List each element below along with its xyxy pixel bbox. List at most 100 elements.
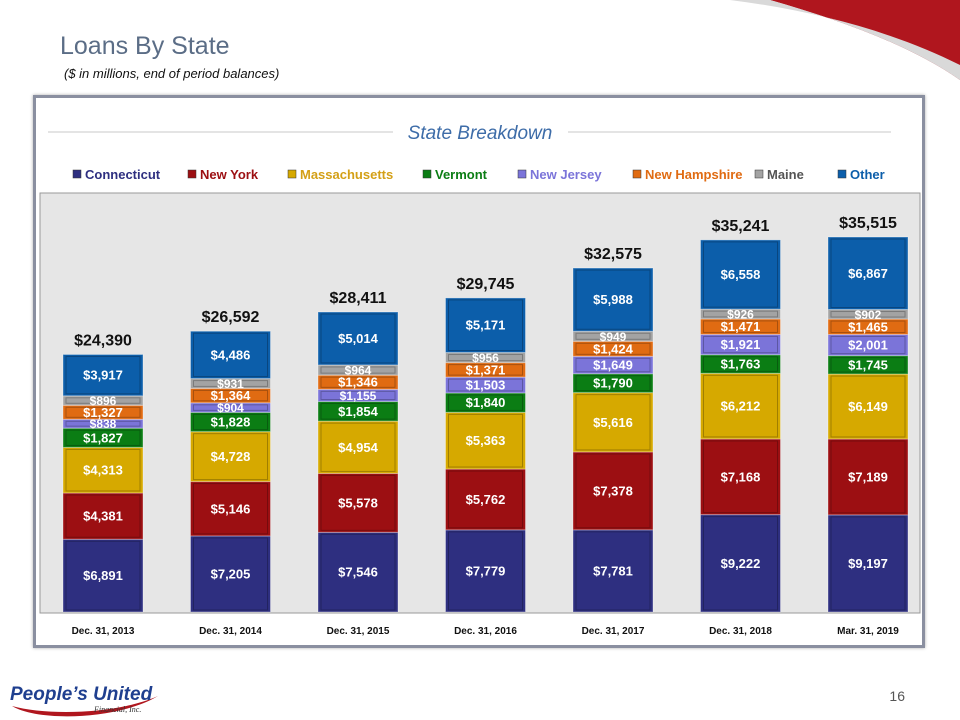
legend-swatch: [754, 169, 764, 179]
bar-bevel: [320, 366, 396, 374]
data-label: $6,149: [848, 399, 888, 414]
page-subtitle: ($ in millions, end of period balances): [64, 66, 280, 81]
data-label: $5,988: [593, 292, 633, 307]
total-label: $24,390: [74, 332, 132, 349]
bar-bevel: [575, 357, 651, 373]
bar-bevel: [448, 531, 523, 611]
bar-segment: [317, 311, 399, 366]
data-label: $5,171: [466, 318, 506, 333]
bar-bevel: [193, 332, 268, 378]
page-title: Loans By State: [60, 32, 230, 60]
bar-segment: [827, 438, 909, 516]
bar-bevel: [575, 453, 651, 529]
data-label: $9,197: [848, 556, 888, 571]
svg-text:People’s United: People’s United: [10, 684, 153, 705]
legend-swatch: [287, 169, 297, 179]
bar-segment: [445, 411, 526, 470]
bar-segment: [62, 353, 144, 397]
bar-bevel: [830, 357, 906, 373]
legend-label: Connecticut: [85, 167, 161, 182]
bar-bevel: [320, 376, 396, 388]
x-tick-label: Dec. 31, 2013: [72, 626, 135, 637]
data-label: $7,168: [721, 469, 761, 484]
page-number: 16: [889, 688, 905, 704]
bar-bevel: [448, 394, 523, 411]
bar-bevel: [320, 313, 396, 364]
bar-bevel: [193, 380, 268, 387]
data-label: $838: [90, 417, 117, 431]
data-label: $1,649: [593, 358, 633, 373]
data-label: $1,364: [211, 388, 252, 403]
legend-swatch: [632, 169, 642, 179]
data-label: $1,346: [338, 375, 378, 390]
bar-bevel: [703, 516, 778, 611]
bar-segment: [827, 373, 909, 440]
bar-bevel: [448, 378, 523, 392]
total-label: $28,411: [330, 290, 387, 307]
data-label: $5,146: [211, 501, 251, 516]
bar-bevel: [830, 320, 906, 334]
data-label: $902: [855, 308, 882, 322]
bar-bevel: [65, 355, 141, 395]
data-label: $904: [217, 401, 244, 415]
bar-bevel: [830, 336, 906, 355]
stacked-bar-chart: State Breakdown Connecticut New York Massac…: [39, 123, 921, 637]
bar-bevel: [575, 375, 651, 392]
bar-segment: [190, 535, 271, 613]
bar-segment: [62, 538, 144, 613]
bar-segment: [572, 392, 654, 453]
data-label: $5,363: [466, 433, 506, 448]
total-label: $35,515: [839, 215, 897, 232]
data-label: $1,745: [848, 357, 888, 372]
bar-bevel: [193, 413, 268, 431]
bar-bevel: [575, 531, 651, 611]
x-tick-label: Dec. 31, 2015: [327, 626, 390, 637]
bar-bevel: [703, 310, 778, 318]
x-tick-label: Dec. 31, 2018: [709, 626, 772, 637]
data-label: $1,155: [340, 389, 377, 403]
bar-segment: [827, 514, 909, 613]
bar-segment: [190, 330, 271, 380]
bar-bevel: [193, 389, 268, 402]
bar-segment: [445, 529, 526, 613]
svg-text:Financial, Inc.: Financial, Inc.: [93, 705, 141, 714]
bar-segment: [827, 236, 909, 311]
data-label: $1,471: [721, 319, 761, 334]
total-label: $26,592: [202, 309, 260, 326]
data-label: $1,503: [466, 378, 506, 393]
data-label: $6,867: [848, 266, 888, 281]
bar-segment: [700, 372, 781, 440]
data-label: $2,001: [848, 338, 888, 353]
bar-bevel: [575, 342, 651, 355]
bar-bevel: [65, 448, 141, 492]
legend-label: Other: [850, 167, 885, 182]
legend-swatch: [837, 169, 847, 179]
data-label: $5,616: [593, 415, 633, 430]
x-tick-label: Dec. 31, 2016: [454, 626, 517, 637]
bar-bevel: [65, 429, 141, 446]
data-label: $1,371: [466, 362, 506, 377]
legend-label: Massachusetts: [300, 167, 393, 182]
chart-title: State Breakdown: [408, 123, 553, 144]
bar-segment: [445, 297, 526, 354]
bar-bevel: [830, 440, 906, 514]
bar-segment: [572, 529, 654, 613]
data-label: $1,465: [848, 319, 888, 334]
x-tick-label: Dec. 31, 2014: [199, 626, 262, 637]
data-label: $1,763: [721, 357, 761, 372]
legend-swatch: [517, 169, 527, 179]
bar-bevel: [830, 238, 906, 309]
bar-bevel: [703, 374, 778, 438]
legend-label: Maine: [767, 167, 804, 182]
bar-bevel: [320, 403, 396, 420]
bar-segment: [62, 446, 144, 494]
bar-bevel: [448, 470, 523, 529]
bar-segment: [62, 395, 144, 406]
bar-bevel: [193, 483, 268, 535]
data-label: $7,378: [593, 483, 633, 498]
bar-bevel: [703, 241, 778, 308]
data-label: $1,921: [721, 337, 761, 352]
bar-bevel: [448, 413, 523, 468]
data-label: $896: [90, 394, 117, 408]
bar-bevel: [448, 364, 523, 376]
